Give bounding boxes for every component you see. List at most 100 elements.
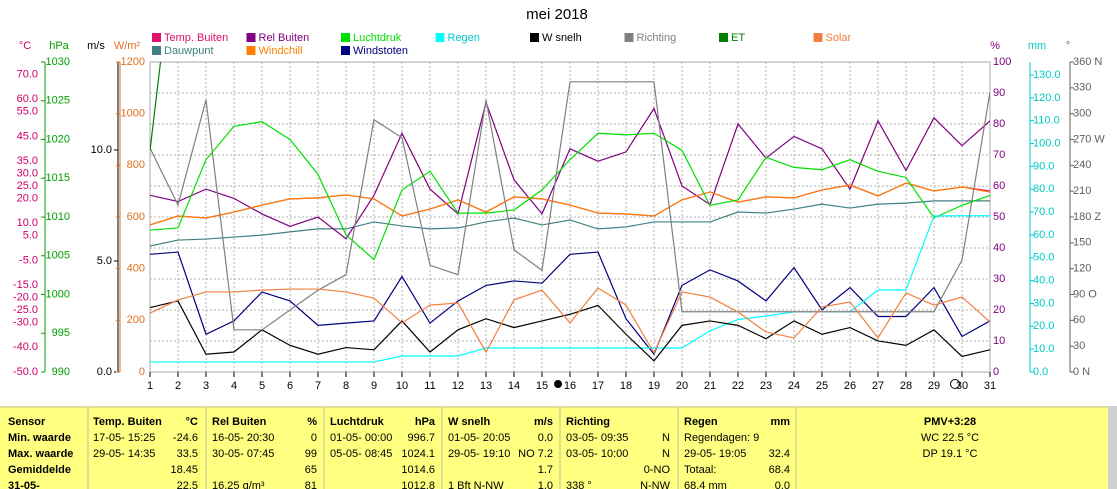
table-cell: 1.0 (538, 480, 553, 489)
y-tick-label: 0 (139, 366, 145, 378)
table-cell: 338 ° (566, 480, 592, 489)
x-tick-label: 11 (424, 380, 435, 392)
moon-full (950, 379, 960, 389)
x-tick-label: 4 (231, 380, 237, 392)
y-tick-label: 40.0 (1033, 275, 1054, 287)
y-tick-label: 60 (993, 180, 1005, 192)
table-cell: 16-05- 20:30 (212, 432, 274, 444)
table-cell: 22.5 (177, 480, 198, 489)
x-tick-label: 14 (508, 380, 520, 392)
y-tick-label: 90 O (1073, 288, 1097, 300)
y-tick-label: 1015 (46, 172, 70, 184)
x-tick-label: 10 (396, 380, 408, 392)
y-tick-label: 20.0 (17, 192, 38, 204)
axis-unit: m/s (87, 40, 105, 52)
table-cell: 1.7 (538, 464, 553, 476)
y-tick-label: 1000 (121, 108, 145, 120)
legend-label: Temp. Buiten (164, 32, 228, 44)
y-tick-label: 200 (127, 314, 145, 326)
y-tick-label: 55.0 (17, 106, 38, 118)
legend-swatch (341, 46, 350, 55)
y-tick-label: 70.0 (17, 68, 38, 80)
legend-swatch (624, 33, 634, 42)
table-cell: 1014.6 (401, 464, 435, 476)
table-cell: 17-05- 15:25 (93, 432, 155, 444)
legend-swatch (530, 33, 539, 42)
y-tick-label: 45.0 (17, 130, 38, 142)
y-tick-label: 1000 (46, 288, 70, 300)
y-tick-label: 40 (993, 242, 1005, 254)
x-tick-label: 29 (928, 380, 940, 392)
table-header: m/s (534, 416, 553, 428)
x-tick-label: 31 (984, 380, 996, 392)
x-tick-label: 5 (259, 380, 265, 392)
table-cell: N (662, 432, 670, 444)
y-tick-label: 25.0 (17, 180, 38, 192)
y-tick-label: 100.0 (1033, 137, 1061, 149)
x-tick-label: 26 (844, 380, 856, 392)
table-cell: 0-NO (644, 464, 671, 476)
y-tick-label: 50 (993, 211, 1005, 223)
y-tick-label: 990 (52, 366, 70, 378)
x-tick-label: 3 (203, 380, 209, 392)
y-tick-label: 210 (1073, 185, 1091, 197)
table-cell: Gemiddelde (8, 464, 71, 476)
table-cell: N-NW (640, 480, 671, 489)
y-tick-label: 330 (1073, 82, 1091, 94)
table-cell: 0.0 (775, 480, 790, 489)
y-tick-label: 80.0 (1033, 183, 1054, 195)
y-tick-label: 70.0 (1033, 206, 1054, 218)
table-cell: 1024.1 (401, 448, 435, 460)
series-line (150, 287, 990, 355)
y-tick-label: -25.0 (13, 304, 38, 316)
x-tick-label: 18 (620, 380, 632, 392)
x-tick-label: 27 (872, 380, 884, 392)
y-tick-label: 0 N (1073, 366, 1090, 378)
y-tick-label: 10.0 (1033, 343, 1054, 355)
legend-label: Luchtdruk (353, 32, 402, 44)
chart-title: mei 2018 (526, 6, 588, 23)
y-tick-label: 130.0 (1033, 69, 1061, 81)
table-cell: Regendagen: 9 (684, 432, 759, 444)
table-cell: 29-05- 19:10 (448, 448, 510, 460)
y-tick-label: -30.0 (13, 316, 38, 328)
table-header: % (307, 416, 317, 428)
y-tick-label: 120.0 (1033, 92, 1061, 104)
table-cell: 0 (311, 432, 317, 444)
x-tick-label: 7 (315, 380, 321, 392)
table-cell: 29-05- 19:05 (684, 448, 746, 460)
y-tick-label: 60 (1073, 314, 1085, 326)
table-cell: 16.25 g/m³ (212, 480, 265, 489)
y-tick-label: 1030 (46, 56, 70, 68)
table-header: Richting (566, 416, 610, 428)
legend-label: ET (731, 32, 745, 44)
legend-label: Dauwpunt (164, 45, 214, 57)
table-header: Rel Buiten (212, 416, 267, 428)
y-tick-label: 360 N (1073, 56, 1102, 68)
table-header: Sensor (8, 416, 46, 428)
legend-label: Regen (448, 32, 480, 44)
y-tick-label: 90.0 (1033, 160, 1054, 172)
x-tick-label: 2 (175, 380, 181, 392)
table-header: Regen (684, 416, 718, 428)
table-cell: 18.45 (170, 464, 198, 476)
axis-unit: % (990, 40, 1000, 52)
table-cell: N (662, 448, 670, 460)
table-header: °C (186, 416, 198, 428)
axis-unit: hPa (49, 40, 69, 52)
axis-unit: ° (1066, 40, 1070, 52)
table-cell: NO 7.2 (518, 448, 553, 460)
series-line (150, 121, 990, 261)
x-tick-label: 22 (732, 380, 744, 392)
legend-swatch (246, 33, 256, 42)
table-cell: 31-05- (8, 480, 40, 489)
y-tick-label: 1200 (121, 56, 145, 68)
legend-swatch (152, 46, 161, 55)
y-tick-label: -40.0 (13, 341, 38, 353)
table-cell: Max. waarde (8, 448, 73, 460)
y-tick-label: 120 (1073, 263, 1091, 275)
y-tick-label: 30.0 (17, 168, 38, 180)
axis-unit: °C (19, 40, 31, 52)
series-line (150, 182, 990, 226)
y-tick-label: 10.0 (91, 144, 112, 156)
